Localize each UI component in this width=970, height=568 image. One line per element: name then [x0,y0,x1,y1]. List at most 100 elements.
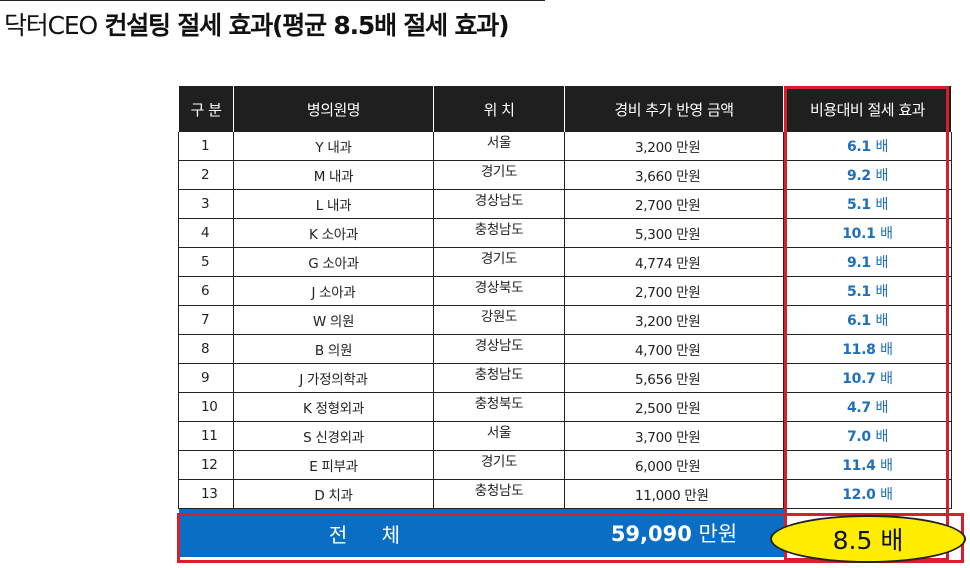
row-added-expense: 3,700 만원 [564,421,784,451]
row-region: 강원도 [433,305,565,335]
row-savings-effect: 9.2 배 [783,160,952,190]
page-title: 닥터CEO 컨설팅 절세 효과(평균 8.5배 절세 효과) [4,6,510,42]
row-savings-effect: 11.8 배 [783,334,952,364]
row-added-expense: 5,300 만원 [564,218,784,248]
row-clinic-name: L 내과 [233,189,434,219]
row-added-expense: 2,700 만원 [564,189,784,219]
row-savings-unit: 배 [880,226,893,242]
row-savings-unit: 배 [875,429,889,445]
row-savings-effect: 10.1 배 [783,218,952,248]
table-row: 10 K 정형외과 충청북도 2,500 만원 4.7 배 [178,392,952,422]
row-savings-value: 11.4 [842,458,876,474]
row-added-expense: 3,200 만원 [564,305,784,335]
row-region: 경상남도 [433,189,565,219]
row-region: 서울 [433,421,565,451]
row-region: 충청남도 [433,479,565,509]
row-savings-unit: 배 [880,487,893,503]
average-savings-value: 8.5 배 [832,526,904,555]
row-savings-unit: 배 [880,458,893,474]
table-row: 13 D 치과 충청남도 11,000 만원 12.0 배 [178,479,952,509]
row-no: 3 [178,189,234,219]
row-savings-value: 4.7 [846,400,871,416]
row-savings-unit: 배 [880,342,893,358]
row-clinic-name: B 의원 [233,334,434,364]
row-region: 경기도 [433,450,565,480]
row-region: 서울 [433,132,565,161]
header-savings-effect: 비용대비 절세 효과 [783,86,952,132]
row-added-expense: 5,656 만원 [564,363,784,393]
row-savings-value: 12.0 [842,487,876,503]
row-clinic-name: Y 내과 [233,132,434,161]
row-savings-effect: 11.4 배 [783,450,952,480]
total-cost: 59,090 만원 [564,508,784,557]
title-text: 컨설팅 절세 효과(평균 8.5배 절세 효과) [96,11,509,40]
row-added-expense: 3,200 만원 [564,132,784,161]
row-savings-value: 7.0 [846,429,871,445]
row-clinic-name: K 정형외과 [233,392,434,422]
row-clinic-name: G 소아과 [233,247,434,277]
total-label: 전 체 [178,508,565,557]
row-added-expense: 4,774 만원 [564,247,784,277]
row-savings-effect: 6.1 배 [783,305,952,335]
row-no: 1 [178,132,234,161]
row-savings-unit: 배 [875,139,889,155]
table-row: 11 S 신경외과 서울 3,700 만원 7.0 배 [178,421,952,451]
row-savings-unit: 배 [875,168,889,184]
row-savings-value: 11.8 [842,342,876,358]
total-cost-unit: 만원 [691,522,738,546]
row-added-expense: 3,660 만원 [564,160,784,190]
average-savings-badge: 8.5 배 [770,515,966,563]
row-added-expense: 2,700 만원 [564,276,784,306]
row-no: 7 [178,305,234,335]
row-clinic-name: E 피부과 [233,450,434,480]
row-clinic-name: J 가정의학과 [233,363,434,393]
table-row: 12 E 피부과 경기도 6,000 만원 11.4 배 [178,450,952,480]
row-no: 4 [178,218,234,248]
row-added-expense: 6,000 만원 [564,450,784,480]
row-savings-value: 5.1 [846,284,871,300]
row-savings-effect: 5.1 배 [783,276,952,306]
row-savings-unit: 배 [875,255,889,271]
row-savings-effect: 5.1 배 [783,189,952,219]
row-savings-value: 9.1 [846,255,871,271]
row-no: 6 [178,276,234,306]
row-clinic-name: M 내과 [233,160,434,190]
row-clinic-name: K 소아과 [233,218,434,248]
row-clinic-name: D 치과 [233,479,434,509]
row-region: 경상북도 [433,276,565,306]
row-savings-value: 10.7 [842,371,876,387]
row-added-expense: 4,700 만원 [564,334,784,364]
row-no: 8 [178,334,234,364]
row-clinic-name: J 소아과 [233,276,434,306]
row-savings-effect: 6.1 배 [783,132,952,161]
row-added-expense: 11,000 만원 [564,479,784,509]
row-savings-value: 6.1 [846,139,871,155]
row-region: 충청남도 [433,363,565,393]
row-region: 경상남도 [433,334,565,364]
row-clinic-name: S 신경외과 [233,421,434,451]
table-header: 구 분 병의원명 위 치 경비 추가 반영 금액 비용대비 절세 효과 [178,86,952,132]
row-region: 경기도 [433,160,565,190]
row-savings-unit: 배 [875,197,889,213]
row-savings-effect: 9.1 배 [783,247,952,277]
row-savings-value: 9.2 [846,168,871,184]
row-added-expense: 2,500 만원 [564,392,784,422]
row-savings-value: 10.1 [842,226,876,242]
row-no: 10 [178,392,234,422]
row-savings-effect: 4.7 배 [783,392,952,422]
row-savings-unit: 배 [875,313,889,329]
row-no: 5 [178,247,234,277]
row-region: 충청북도 [433,392,565,422]
row-no: 9 [178,363,234,393]
row-clinic-name: W 의원 [233,305,434,335]
header-added-expense: 경비 추가 반영 금액 [564,86,784,132]
